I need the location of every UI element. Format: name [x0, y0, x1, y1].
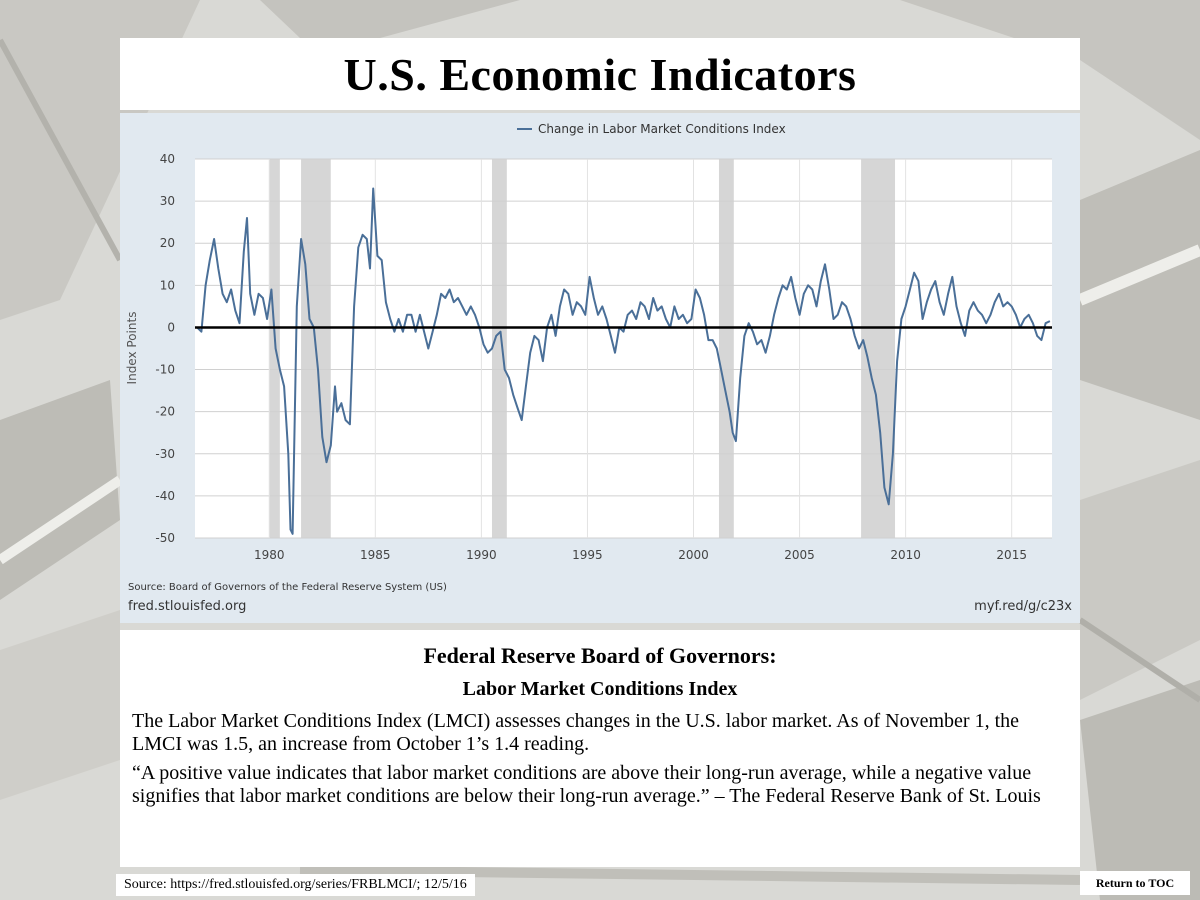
y-tick-label: 0: [167, 320, 175, 334]
return-to-toc-button[interactable]: Return to TOC: [1080, 871, 1190, 895]
y-tick-label: -20: [155, 405, 175, 419]
x-tick-label: 2000: [678, 548, 709, 562]
recession-band: [491, 159, 507, 538]
chart-footer-right: myf.red/g/c23x: [974, 599, 1072, 614]
title-panel: U.S. Economic Indicators: [120, 38, 1080, 110]
x-tick-label: 2005: [784, 548, 815, 562]
y-tick-label: -10: [155, 363, 175, 377]
x-tick-label: 2015: [996, 548, 1027, 562]
source-citation: Source: https://fred.stlouisfed.org/seri…: [116, 874, 475, 896]
chart-source-note: Source: Board of Governors of the Federa…: [128, 582, 447, 593]
x-tick-label: 1990: [466, 548, 497, 562]
recession-band: [269, 159, 280, 538]
y-axis-label: Index Points: [125, 312, 139, 385]
y-tick-label: 30: [160, 194, 175, 208]
y-tick-label: -50: [155, 531, 175, 545]
info-heading: Federal Reserve Board of Governors:: [423, 643, 777, 668]
slide-title: U.S. Economic Indicators: [343, 48, 857, 100]
y-tick-label: -40: [155, 489, 175, 503]
y-tick-label: -30: [155, 447, 175, 461]
info-subheading: Labor Market Conditions Index: [462, 678, 738, 700]
recession-band: [718, 159, 734, 538]
y-tick-label: 40: [160, 152, 175, 166]
y-tick-label: 20: [160, 236, 175, 250]
x-tick-label: 1980: [254, 548, 285, 562]
chart-panel: 40 30 20 10 0 -10 -20 -30 -40 -50 1980 1985 1990 1995…: [120, 113, 1080, 623]
x-tick-label: 1985: [360, 548, 391, 562]
x-tick-label: 1995: [572, 548, 603, 562]
info-paragraph-1: The Labor Market Conditions Index (LMCI)…: [132, 710, 1020, 755]
recession-band: [861, 159, 896, 538]
legend-label: Change in Labor Market Conditions Index: [538, 122, 786, 136]
chart-footer-left: fred.stlouisfed.org: [128, 599, 246, 614]
info-paragraph-2: “A positive value indicates that labor m…: [132, 762, 1041, 807]
plot-area: [195, 159, 1052, 538]
info-panel: Federal Reserve Board of Governors: Labo…: [120, 630, 1080, 867]
y-tick-label: 10: [160, 278, 175, 292]
x-tick-label: 2010: [890, 548, 921, 562]
